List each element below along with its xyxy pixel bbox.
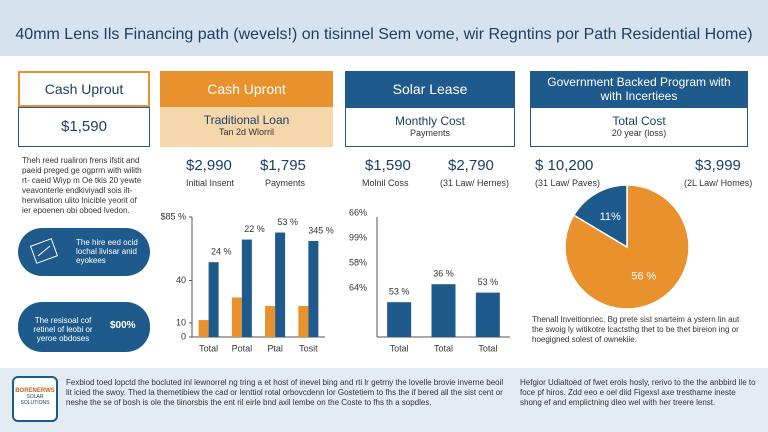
bar-chart: 0 10 40 $85 % Total Potal Ptal Tosit 24 % 22 % 53 …: [160, 211, 334, 353]
stat-label: Initial Insent: [186, 178, 235, 188]
info-pill: The resisoal cof retinel of leobi or yer…: [18, 302, 150, 352]
logo-subtext: SOLAR SOLUTIONS: [20, 394, 50, 406]
bar: [265, 305, 276, 337]
bar-chart: 66% 99% 58% 64% Total Total Total 53 % 36 % 53 %: [349, 207, 510, 353]
y-tick-label: 0: [181, 331, 186, 341]
stat-label: (31 Law/ Hernes): [440, 178, 510, 188]
stat-label: Payments: [265, 178, 306, 188]
bar: [387, 302, 412, 337]
column-box: Monthly Cost Payments: [345, 107, 515, 147]
pie-slice: [572, 184, 628, 249]
y-tick-label: 10: [176, 317, 186, 327]
bar: [275, 232, 286, 337]
box-title: Total Cost: [612, 114, 666, 128]
annotation: 53 %: [478, 277, 499, 287]
pill-text: The hire eed ocid lochal livisar anid ey…: [76, 238, 138, 265]
x-tick-label: Ptal: [267, 343, 283, 353]
stat-label: (31 Law/ Paves): [535, 178, 601, 188]
footer-bar: [0, 368, 768, 432]
x-tick-label: Total: [390, 343, 409, 353]
stat-label: (2L Law/ Homes): [684, 178, 753, 188]
x-tick-label: Total: [478, 343, 497, 353]
annotation: 24 %: [211, 247, 232, 257]
slice-label: 11%: [600, 211, 621, 223]
column-box: Total Cost 20 year (loss): [530, 107, 748, 147]
footer-text: Hefgior Udialtoed of fwet erols hosly, r…: [520, 378, 756, 407]
bar: [231, 297, 242, 337]
bar: [241, 239, 252, 337]
stat-value: $2,990: [186, 157, 232, 174]
box-title: Traditional Loan: [203, 113, 290, 127]
bar: [475, 292, 500, 337]
stat-value: $1,590: [365, 157, 411, 174]
stat-value: $3,999: [695, 157, 741, 174]
card-amount: $1,590: [18, 107, 150, 147]
stat-value: $ 10,200: [535, 157, 594, 174]
bar: [198, 320, 209, 337]
bar: [208, 262, 219, 337]
column-text: Thenall Inveitionriec. Bg prete sist sna…: [532, 315, 740, 344]
info-pill: The hire eed ocid lochal livisar anid ey…: [18, 228, 150, 276]
stat-value: $2,790: [448, 157, 494, 174]
annotation: 345 %: [308, 225, 334, 235]
bar: [431, 284, 456, 337]
header-bar: [0, 0, 768, 56]
slice-label: 56 %: [631, 271, 656, 283]
y-axis-label: 99%: [349, 232, 367, 242]
stat-label: Molnil Coss: [362, 178, 409, 188]
annotation: 53 %: [389, 287, 410, 297]
x-tick-label: Potal: [232, 343, 253, 353]
box-title: Monthly Cost: [394, 114, 466, 128]
box-subtitle: Payments: [409, 128, 451, 138]
column-header: Solar Lease: [345, 71, 515, 107]
annotation: 36 %: [433, 269, 454, 279]
y-axis-label: 66%: [349, 207, 367, 217]
column-header: Government Backed Program with with Ince…: [530, 71, 748, 107]
x-tick-label: Tosit: [299, 343, 318, 353]
page-title: 40mm Lens Ils Financing path (wevels!) o…: [15, 26, 753, 43]
stat-value: $1,795: [260, 157, 306, 174]
logo: BORENERWS SOLAR SOLUTIONS: [12, 376, 58, 422]
box-subtitle: Tan 2d Wlorril: [218, 127, 274, 137]
card-title: Cash Uprout: [18, 71, 150, 107]
annotation: 22 %: [244, 224, 265, 234]
column-header: Cash Upront: [160, 71, 333, 107]
icon: [30, 238, 59, 264]
bar: [298, 305, 309, 337]
bar: [308, 241, 319, 337]
pill-value: $00%: [110, 320, 136, 331]
pill-text: The resisoal cof retinel of leobi or yer…: [33, 316, 93, 343]
column-box: Traditional Loan Tan 2d Wlorril: [160, 107, 333, 147]
footer-text: Fexbiod toed lopctd the bocluted inl lew…: [66, 378, 504, 407]
pie-chart: 56 % 11%: [564, 184, 690, 310]
y-axis-label: 58%: [349, 257, 367, 267]
x-tick-label: Total: [199, 343, 218, 353]
annotation: 53 %: [277, 217, 298, 227]
x-tick-label: Total: [434, 343, 453, 353]
y-axis-label: 64%: [349, 282, 367, 292]
box-subtitle: 20 year (loss): [611, 128, 667, 138]
card-text: Theh reed rualiron frens ifstit and paei…: [22, 156, 142, 215]
logo-text: BORENERWS: [15, 388, 55, 394]
y-tick-label: 40: [176, 275, 186, 285]
y-tick-label: $85 %: [160, 211, 186, 221]
